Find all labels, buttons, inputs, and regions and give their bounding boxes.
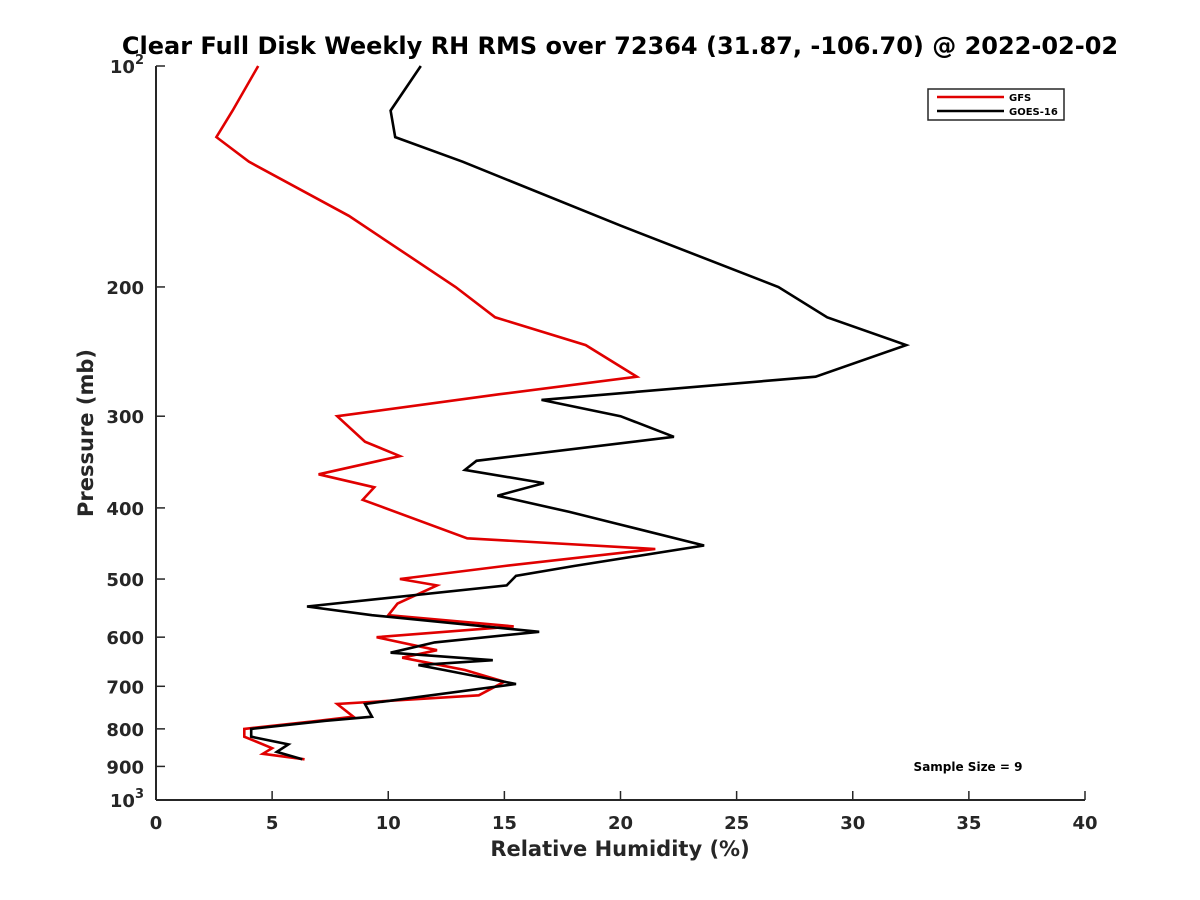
y-tick-label: 400: [106, 499, 144, 520]
legend-box: [927, 88, 1065, 121]
plot-lines: [214, 65, 911, 761]
y-tick-label: 102: [110, 53, 144, 78]
y-axis-label: Pressure (mb): [74, 349, 98, 517]
x-axis-label: Relative Humidity (%): [490, 837, 749, 861]
y-tick-label: 700: [106, 677, 144, 698]
y-tick-label: 500: [106, 570, 144, 591]
y-tick-label: 200: [106, 278, 144, 299]
series-line-gfs: [214, 65, 656, 761]
x-tick-label: 0: [150, 813, 163, 834]
x-tick-label: 5: [266, 813, 279, 834]
y-tick-label: 103: [110, 787, 144, 812]
sample-size-annotation: Sample Size = 9: [914, 760, 1023, 774]
legend-label-gfs: GFS: [1009, 93, 1031, 104]
x-tick-label: 15: [492, 813, 517, 834]
y-tick-label: 800: [106, 720, 144, 741]
x-tick-label: 30: [840, 813, 865, 834]
axis-ticks: 0 5 10 15 20 25 30 35 40 102 200 300 400 500 600 700 800…: [106, 53, 1097, 834]
y-tick-label: 600: [106, 628, 144, 649]
chart-legend: GFS GOES-16: [927, 88, 1065, 121]
series-line-goes-16: [249, 65, 911, 761]
y-tick-label: 900: [106, 757, 144, 778]
chart-title: Clear Full Disk Weekly RH RMS over 72364…: [122, 32, 1118, 60]
x-tick-label: 10: [376, 813, 401, 834]
x-tick-label: 35: [956, 813, 981, 834]
x-tick-label: 40: [1072, 813, 1097, 834]
legend-label-goes-16: GOES-16: [1009, 107, 1058, 118]
x-tick-label: 25: [724, 813, 749, 834]
x-tick-label: 20: [608, 813, 633, 834]
y-tick-label: 300: [106, 407, 144, 428]
